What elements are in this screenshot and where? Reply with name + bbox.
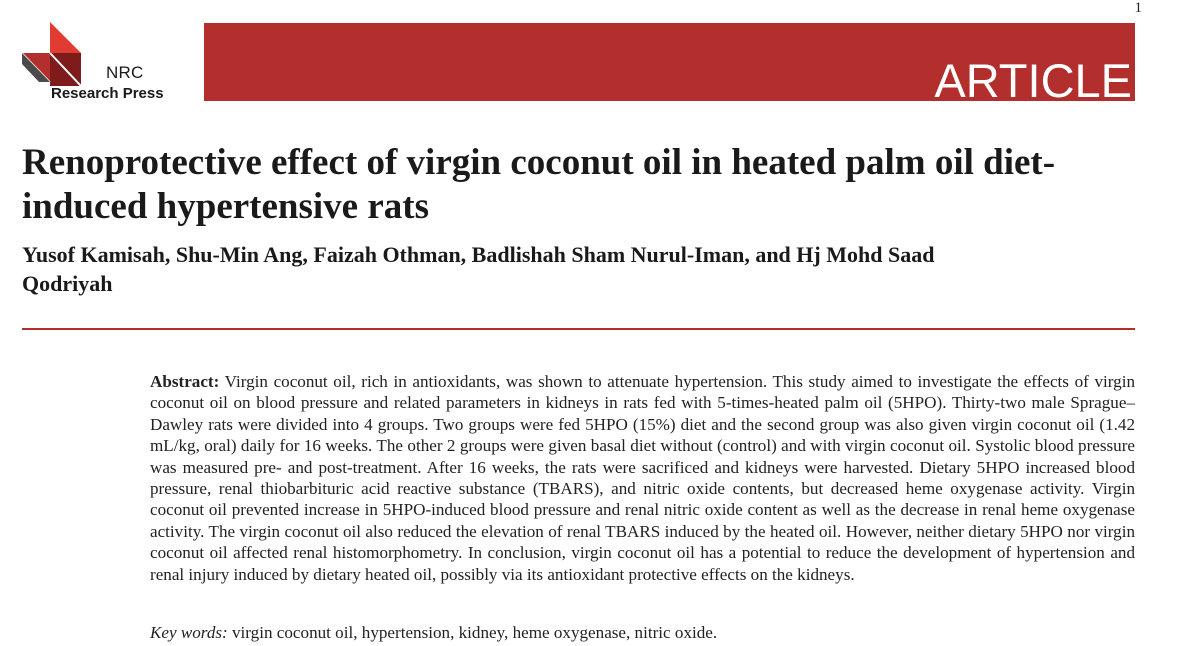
article-title: Renoprotective effect of virgin coconut …: [22, 142, 1056, 227]
nrc-triangle-logo-icon: [22, 22, 82, 86]
keywords-text: virgin coconut oil, hypertension, kidney…: [232, 623, 718, 642]
article-type-banner: ARTICLE: [204, 23, 1135, 107]
publisher-name-line1: NRC: [106, 63, 144, 82]
abstract: Abstract: Virgin coconut oil, rich in an…: [150, 371, 1135, 585]
page-number: 1: [1134, 0, 1143, 16]
article-type-label: ARTICLE: [934, 54, 1132, 107]
abstract-label: Abstract:: [150, 372, 220, 391]
header-divider: [22, 328, 1135, 330]
abstract-text: Virgin coconut oil, rich in antioxidants…: [150, 372, 1135, 584]
keywords-label: Key words:: [150, 623, 228, 642]
publisher-logo: NRC Research Press: [22, 22, 182, 102]
article-authors: Yusof Kamisah, Shu-Min Ang, Faizah Othma…: [22, 242, 935, 296]
keywords: Key words: virgin coconut oil, hypertens…: [150, 622, 1135, 643]
publisher-name-line2: Research Press: [51, 85, 164, 102]
